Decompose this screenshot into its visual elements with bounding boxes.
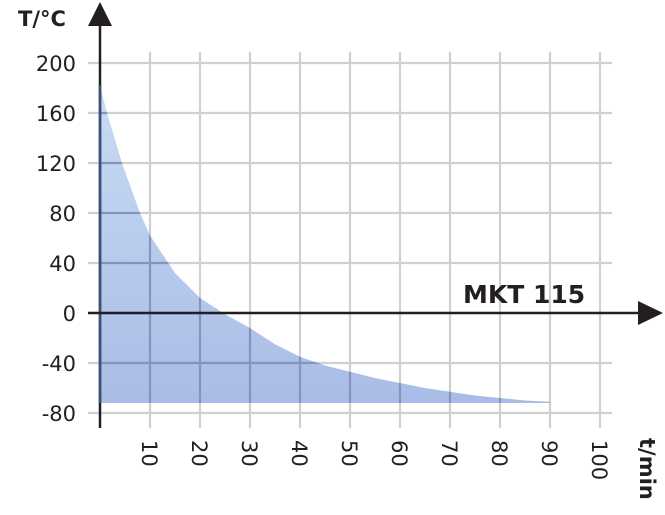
x-tick-label: 30 bbox=[237, 440, 261, 467]
y-tick-label: 200 bbox=[36, 52, 76, 76]
x-tick-label: 50 bbox=[337, 440, 361, 467]
x-tick-label: 60 bbox=[387, 440, 411, 467]
x-tick-labels: 10 20 30 40 50 60 70 80 90 100 bbox=[137, 440, 611, 480]
y-tick-label: 160 bbox=[36, 102, 76, 126]
y-axis-arrow-icon bbox=[88, 2, 112, 26]
y-tick-label: 80 bbox=[49, 202, 76, 226]
x-tick-label: 10 bbox=[137, 440, 161, 467]
axes bbox=[88, 2, 663, 428]
x-tick-label: 70 bbox=[437, 440, 461, 467]
model-annotation: MKT 115 bbox=[463, 280, 585, 309]
x-axis-arrow-icon bbox=[638, 301, 663, 325]
x-tick-label: 80 bbox=[487, 440, 511, 467]
x-axis-label: t/min bbox=[635, 438, 659, 500]
y-tick-labels: 200 160 120 80 40 0 -40 -80 bbox=[36, 52, 76, 426]
area-fill bbox=[100, 85, 550, 403]
y-tick-label: 0 bbox=[63, 302, 76, 326]
y-tick-label: -40 bbox=[42, 352, 76, 376]
y-tick-label: -80 bbox=[42, 402, 76, 426]
y-tick-label: 120 bbox=[36, 152, 76, 176]
y-tick-label: 40 bbox=[49, 252, 76, 276]
x-tick-label: 40 bbox=[287, 440, 311, 467]
y-axis-label: T/°C bbox=[18, 7, 66, 31]
x-tick-label: 90 bbox=[537, 440, 561, 467]
x-tick-label: 20 bbox=[187, 440, 211, 467]
x-tick-label: 100 bbox=[587, 440, 611, 480]
